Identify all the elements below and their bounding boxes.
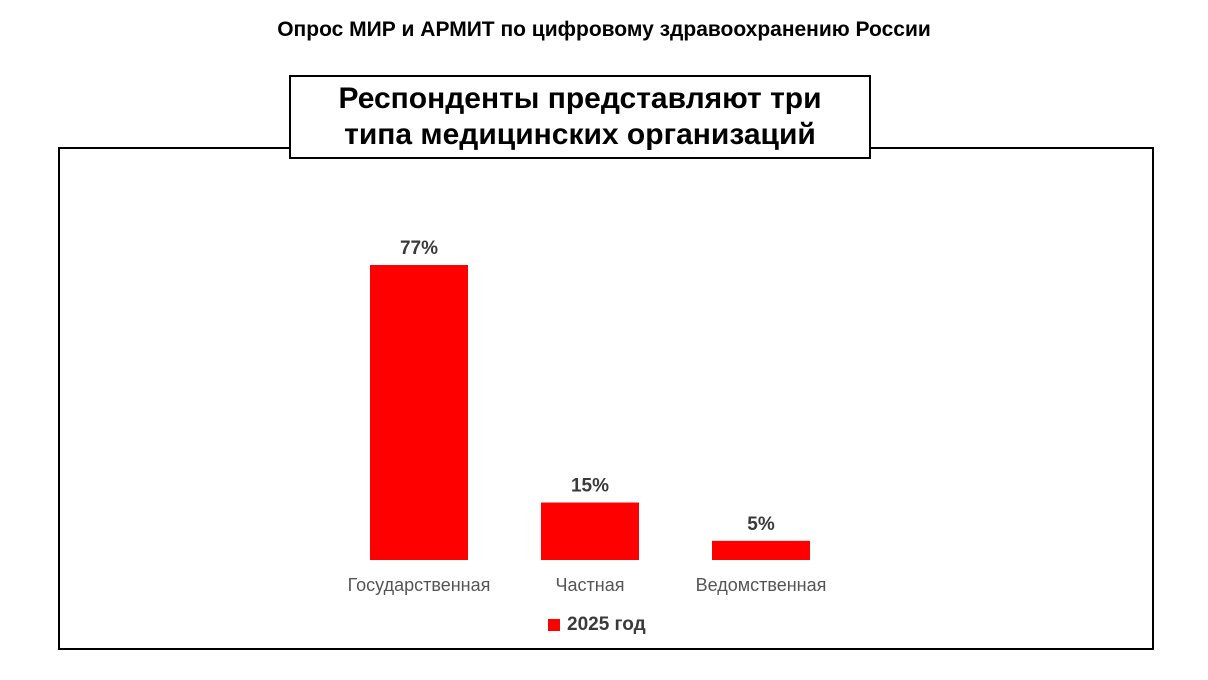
bar-value-label: 5%	[747, 514, 775, 535]
page-title: Опрос МИР и АРМИТ по цифровому здравоохр…	[277, 18, 931, 41]
chart-title: Респонденты представляют три типа медици…	[289, 75, 871, 159]
legend-swatch	[548, 619, 560, 631]
bar-2	[541, 502, 639, 560]
category-label: Ведомственная	[696, 575, 827, 595]
category-label: Государственная	[348, 575, 491, 595]
bar-value-label: 15%	[571, 476, 609, 497]
legend: 2025 год	[548, 614, 646, 636]
bar-1	[370, 265, 468, 560]
legend-label: 2025 год	[567, 614, 646, 635]
bar-3	[712, 540, 810, 560]
category-label: Частная	[556, 575, 625, 595]
bar-value-label: 77%	[400, 238, 438, 259]
